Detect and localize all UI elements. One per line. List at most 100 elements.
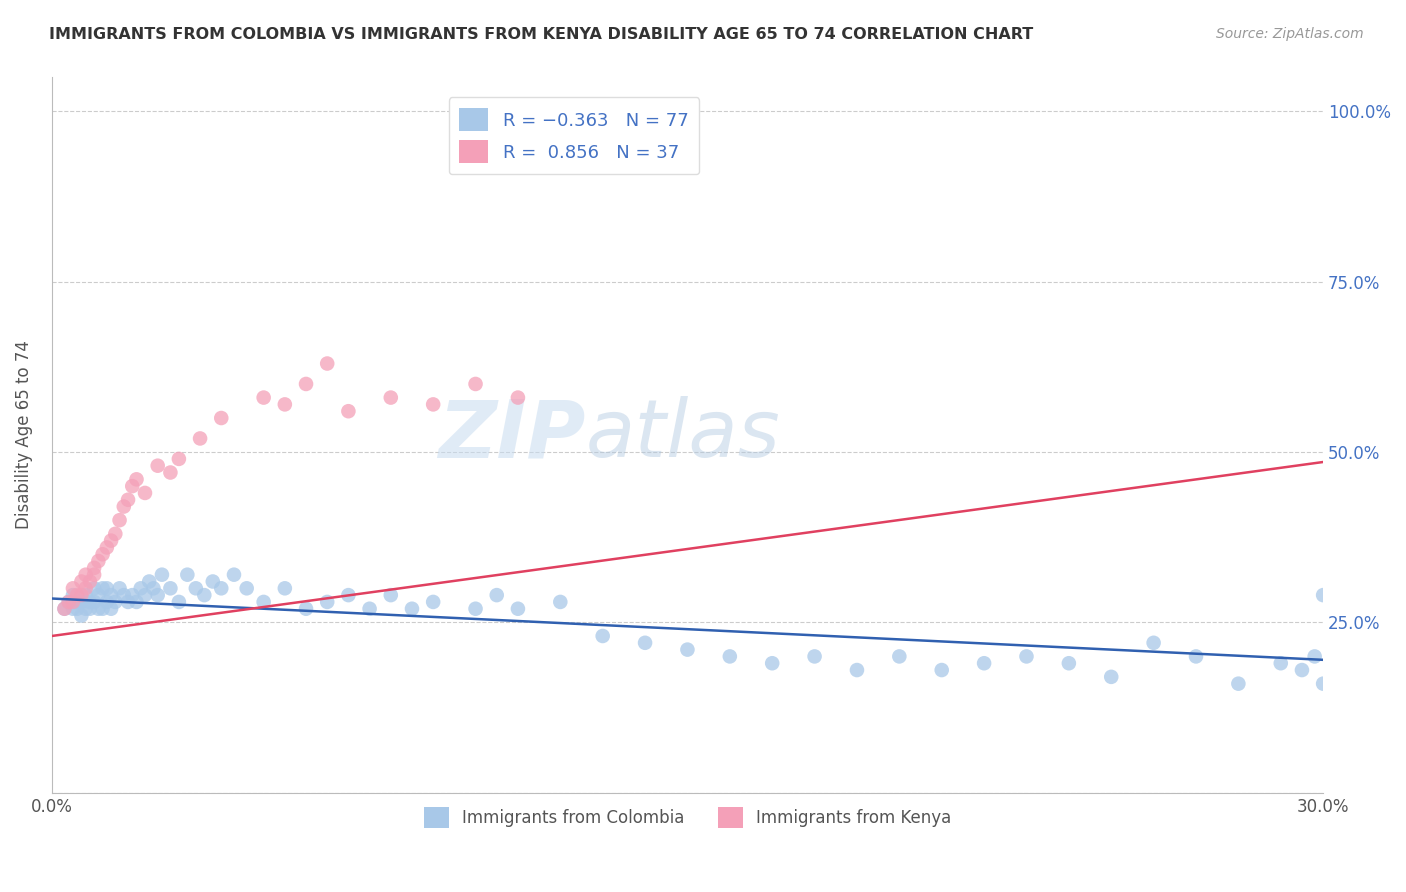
Point: [83, 582, 105, 596]
Point: [117, 492, 139, 507]
Point: [146, 458, 169, 473]
Point: [1057, 657, 1080, 671]
Point: [422, 595, 444, 609]
Point: [274, 582, 297, 596]
Point: [62, 588, 84, 602]
Text: atlas: atlas: [586, 396, 780, 474]
Point: [295, 601, 318, 615]
Point: [58, 595, 80, 609]
Point: [66, 588, 89, 602]
Legend: Immigrants from Colombia, Immigrants from Kenya: Immigrants from Colombia, Immigrants fro…: [418, 801, 957, 834]
Point: [112, 588, 135, 602]
Point: [803, 649, 825, 664]
Text: IMMIGRANTS FROM COLOMBIA VS IMMIGRANTS FROM KENYA DISABILITY AGE 65 TO 74 CORREL: IMMIGRANTS FROM COLOMBIA VS IMMIGRANTS F…: [49, 27, 1033, 42]
Point: [464, 376, 486, 391]
Point: [96, 595, 118, 609]
Point: [91, 582, 114, 596]
Point: [1015, 649, 1038, 664]
Point: [75, 588, 97, 602]
Point: [83, 561, 105, 575]
Point: [1099, 670, 1122, 684]
Point: [70, 595, 93, 609]
Point: [422, 397, 444, 411]
Point: [1270, 657, 1292, 671]
Point: [201, 574, 224, 589]
Point: [70, 574, 93, 589]
Point: [100, 601, 122, 615]
Point: [485, 588, 508, 602]
Point: [973, 657, 995, 671]
Point: [134, 588, 156, 602]
Point: [193, 588, 215, 602]
Point: [274, 397, 297, 411]
Point: [184, 582, 207, 596]
Point: [188, 432, 211, 446]
Point: [75, 567, 97, 582]
Point: [506, 601, 529, 615]
Point: [75, 601, 97, 615]
Point: [1312, 676, 1334, 690]
Point: [337, 588, 360, 602]
Point: [53, 601, 76, 615]
Point: [62, 601, 84, 615]
Point: [1303, 649, 1326, 664]
Point: [79, 601, 101, 615]
Point: [108, 582, 131, 596]
Point: [146, 588, 169, 602]
Y-axis label: Disability Age 65 to 74: Disability Age 65 to 74: [15, 341, 32, 530]
Point: [100, 533, 122, 548]
Point: [506, 391, 529, 405]
Point: [79, 574, 101, 589]
Point: [104, 595, 127, 609]
Point: [235, 582, 257, 596]
Point: [142, 582, 165, 596]
Point: [889, 649, 911, 664]
Point: [70, 608, 93, 623]
Point: [1312, 588, 1334, 602]
Point: [931, 663, 953, 677]
Point: [209, 582, 232, 596]
Point: [134, 486, 156, 500]
Point: [104, 526, 127, 541]
Point: [1185, 649, 1208, 664]
Point: [337, 404, 360, 418]
Point: [83, 595, 105, 609]
Point: [380, 391, 402, 405]
Point: [53, 601, 76, 615]
Point: [79, 595, 101, 609]
Point: [96, 582, 118, 596]
Point: [121, 479, 143, 493]
Point: [380, 588, 402, 602]
Point: [91, 601, 114, 615]
Point: [676, 642, 699, 657]
Point: [718, 649, 741, 664]
Point: [87, 601, 110, 615]
Point: [91, 547, 114, 561]
Point: [129, 582, 152, 596]
Point: [634, 636, 657, 650]
Point: [117, 595, 139, 609]
Point: [167, 451, 190, 466]
Point: [550, 595, 572, 609]
Point: [176, 567, 198, 582]
Point: [1291, 663, 1313, 677]
Point: [58, 595, 80, 609]
Point: [253, 595, 276, 609]
Point: [846, 663, 869, 677]
Point: [150, 567, 173, 582]
Point: [62, 582, 84, 596]
Point: [159, 466, 181, 480]
Point: [316, 357, 339, 371]
Point: [70, 588, 93, 602]
Point: [121, 588, 143, 602]
Point: [159, 582, 181, 596]
Point: [209, 411, 232, 425]
Point: [222, 567, 245, 582]
Point: [295, 376, 318, 391]
Point: [401, 601, 423, 615]
Point: [592, 629, 614, 643]
Point: [1142, 636, 1164, 650]
Point: [100, 588, 122, 602]
Point: [125, 472, 148, 486]
Text: Source: ZipAtlas.com: Source: ZipAtlas.com: [1216, 27, 1364, 41]
